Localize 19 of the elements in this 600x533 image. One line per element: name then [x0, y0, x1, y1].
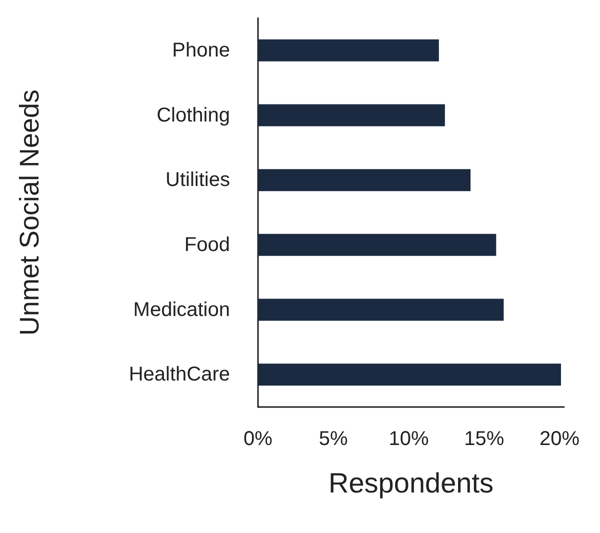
- y-tick-label: Phone: [172, 39, 230, 62]
- x-tick-label: 10%: [388, 428, 429, 450]
- bar: [258, 364, 561, 386]
- x-tick-label: 0%: [244, 428, 273, 450]
- bar: [258, 39, 439, 62]
- bar: [258, 169, 471, 192]
- y-tick-label: Utilities: [166, 169, 230, 192]
- bar: [258, 234, 496, 256]
- y-tick-label: Food: [184, 234, 230, 256]
- bar: [258, 298, 504, 321]
- y-tick-label: Medication: [133, 298, 230, 321]
- y-tick-label: HealthCare: [128, 364, 230, 386]
- y-tick-label: Clothing: [156, 104, 230, 126]
- x-axis-title: Respondents: [328, 468, 494, 498]
- x-tick-label: 5%: [318, 428, 348, 450]
- y-axis-title: Unmet Social Needs: [14, 89, 44, 336]
- bar: [258, 104, 445, 126]
- x-tick-label: 15%: [464, 428, 504, 450]
- x-tick-label: 20%: [539, 428, 580, 450]
